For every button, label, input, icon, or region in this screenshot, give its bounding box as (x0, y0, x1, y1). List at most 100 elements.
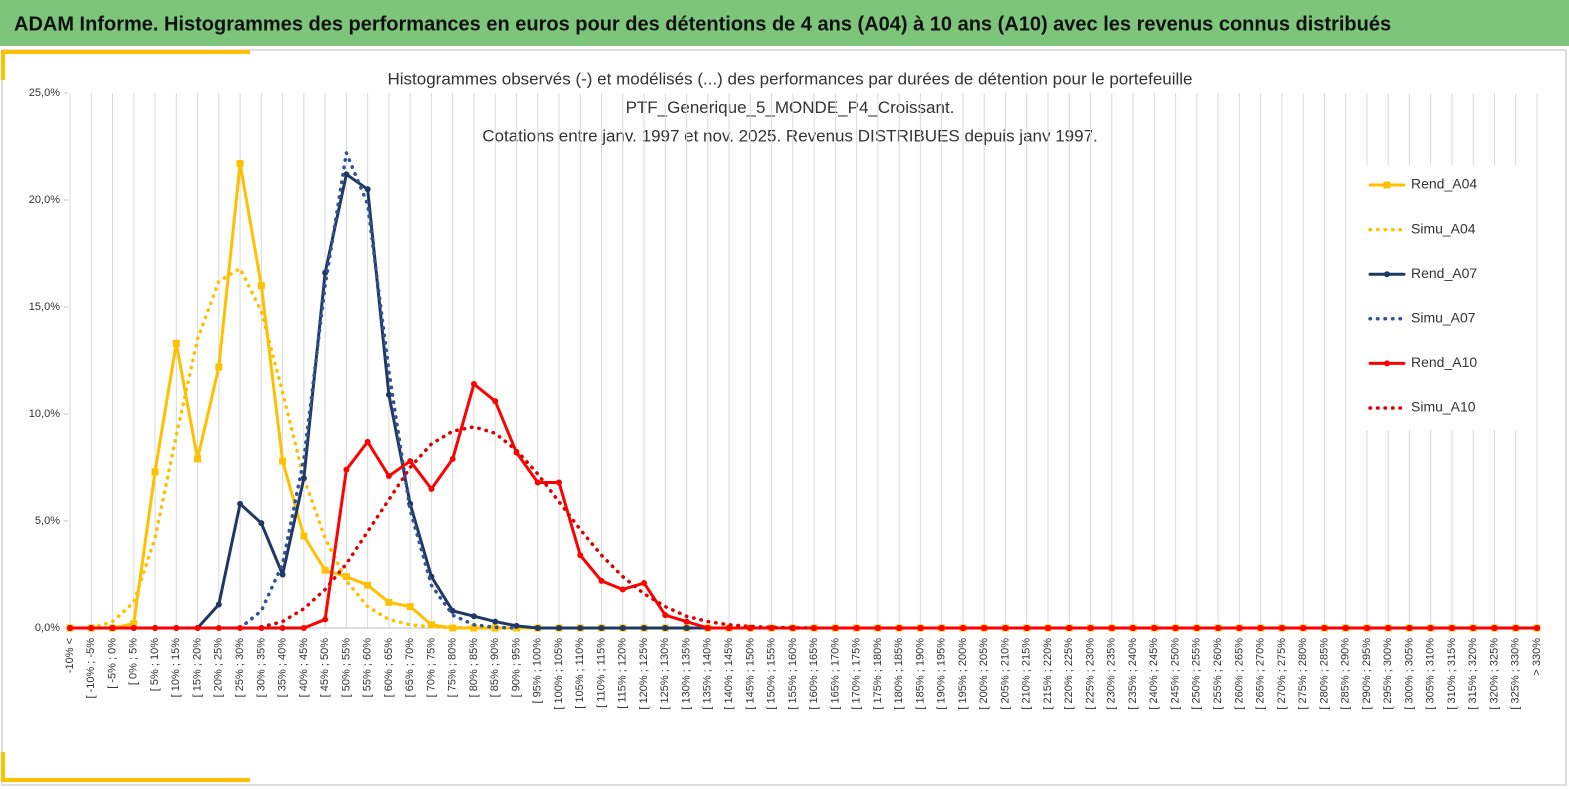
marker (172, 339, 180, 347)
marker (364, 581, 372, 589)
marker (449, 455, 456, 462)
x-tick-label: [ 275% ; 280% (1297, 638, 1309, 710)
x-tick-label: [ 250% ; 255% (1191, 638, 1203, 710)
marker (853, 625, 860, 631)
marker (194, 625, 201, 631)
marker (428, 485, 435, 492)
marker (1300, 625, 1307, 631)
marker (619, 625, 626, 631)
marker (704, 625, 711, 631)
chart-border (1, 49, 1567, 786)
marker (427, 621, 435, 629)
x-tick-label: [ 100% ; 105% (553, 638, 565, 710)
x-tick-label: [ 85% ; 90% (489, 638, 501, 698)
x-tick-label: [ 20% ; 25% (213, 638, 225, 698)
marker (385, 473, 392, 480)
marker (577, 625, 584, 631)
marker (641, 580, 648, 587)
marker (938, 625, 945, 631)
marker (194, 455, 202, 463)
series-line (238, 151, 519, 630)
legend-marker (1384, 360, 1390, 367)
x-tick-label: [ 305% ; 310% (1425, 638, 1437, 710)
chart-title: PTF_Generique_5_MONDE_P4_Croissant. (626, 98, 955, 117)
x-tick-label: [ 125% ; 130% (659, 638, 671, 710)
x-tick-label: [ 180% ; 185% (893, 638, 905, 710)
x-tick-label: [ 225% ; 230% (1084, 638, 1096, 710)
marker (215, 363, 223, 371)
y-tick-label: 0,0% (35, 622, 60, 634)
marker (1023, 625, 1030, 631)
x-tick-label: [ 240% ; 245% (1148, 638, 1160, 710)
x-tick-label: [ 170% ; 175% (851, 638, 863, 710)
x-tick-label: [ 205% ; 210% (999, 638, 1011, 710)
marker (1427, 625, 1434, 631)
marker (215, 625, 222, 631)
marker (237, 625, 244, 631)
marker (534, 625, 541, 631)
marker (1534, 625, 1540, 631)
x-tick-label: [ 230% ; 235% (1106, 638, 1118, 710)
x-tick-label: [ 60% ; 65% (383, 638, 395, 698)
legend-marker (1384, 271, 1390, 278)
marker (343, 171, 350, 178)
x-tick-label: [ 90% ; 95% (510, 638, 522, 698)
marker (152, 625, 159, 631)
x-tick-label: [ 245% ; 250% (1169, 638, 1181, 710)
x-tick-label: [ 255% ; 260% (1212, 638, 1224, 710)
x-tick-label: [ 295% ; 300% (1382, 638, 1394, 710)
marker (534, 479, 541, 486)
marker (832, 625, 839, 631)
marker (556, 625, 562, 631)
x-tick-label: [ 190% ; 195% (936, 638, 948, 710)
marker (768, 625, 775, 631)
x-tick-label: [ 140% ; 145% (723, 638, 735, 710)
marker (279, 457, 287, 465)
x-tick-label: [ 80% ; 85% (468, 638, 480, 698)
x-tick-label: [ 200% ; 205% (978, 638, 990, 710)
x-tick-label: [ 130% ; 135% (680, 638, 692, 710)
x-tick-label: [ -5% ; 0% (106, 638, 118, 689)
marker (1321, 625, 1328, 631)
x-tick-label: [ 115% ; 120% (617, 638, 629, 709)
x-tick-label: [ 50% ; 55% (340, 638, 352, 698)
marker (237, 500, 244, 507)
marker (322, 616, 329, 623)
marker (662, 612, 669, 619)
chart-title: Cotations entre janv. 1997 et nov. 2025.… (482, 126, 1098, 145)
x-tick-label: [ 310% ; 315% (1446, 638, 1458, 710)
legend-label: Simu_A07 (1411, 310, 1476, 326)
legend-label: Rend_A10 (1411, 354, 1477, 370)
marker (385, 391, 392, 398)
x-tick-label: [ -10% ; -5% (85, 638, 97, 699)
marker (556, 479, 562, 486)
marker (385, 598, 393, 606)
x-tick-label: [ 0% ; 5% (128, 638, 140, 685)
marker (1363, 625, 1370, 631)
legend-box (1355, 165, 1530, 430)
x-tick-label: [ 35% ; 40% (277, 638, 289, 698)
x-tick-label: [ 270% ; 275% (1276, 638, 1288, 710)
marker (598, 577, 605, 584)
marker (342, 573, 350, 581)
x-tick-label: [ 150% ; 155% (766, 638, 778, 710)
marker (917, 625, 924, 631)
header-bar (0, 0, 1569, 46)
corner-decoration (1, 752, 250, 782)
x-tick-label: [ 220% ; 225% (1063, 638, 1075, 710)
x-tick-label: [ 135% ; 140% (702, 638, 714, 710)
x-tick-label: > 330% (1531, 638, 1543, 676)
marker (1342, 625, 1349, 631)
marker (151, 468, 159, 476)
x-tick-label: [ 290% ; 295% (1361, 638, 1373, 710)
marker (300, 532, 308, 540)
x-tick-label: [ 325% ; 330% (1510, 638, 1522, 710)
marker (279, 625, 286, 631)
marker (619, 586, 626, 593)
marker (1108, 625, 1115, 631)
marker (1470, 625, 1477, 631)
marker (279, 571, 286, 578)
marker (683, 618, 690, 625)
marker (449, 607, 456, 614)
